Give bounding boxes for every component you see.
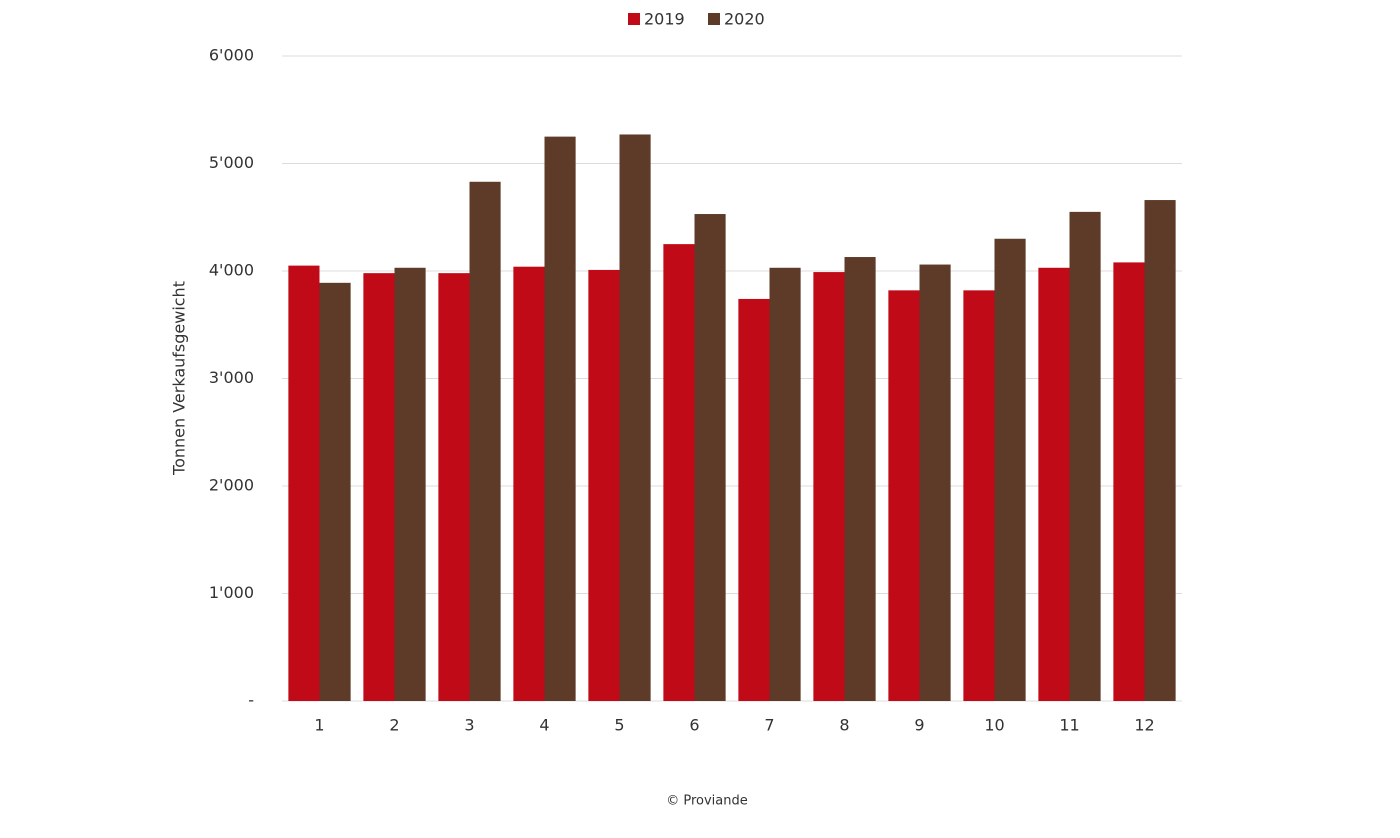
bar — [694, 214, 726, 701]
bar — [544, 136, 576, 701]
y-tick-label: 2'000 — [209, 476, 254, 495]
x-tick-label: 12 — [1134, 716, 1154, 735]
x-tick-label: 7 — [764, 716, 774, 735]
bar — [738, 298, 770, 701]
bar — [844, 257, 876, 701]
bar — [438, 273, 470, 701]
x-tick-label: 8 — [839, 716, 849, 735]
bar — [1069, 211, 1101, 701]
y-tick-label: - — [248, 691, 254, 710]
y-axis-label: Tonnen Verkaufsgewicht — [170, 281, 189, 476]
x-tick-label: 6 — [689, 716, 699, 735]
y-tick-label: 4'000 — [209, 261, 254, 280]
y-tick-label: 5'000 — [209, 153, 254, 172]
legend-label: 2020 — [724, 10, 765, 29]
bar — [1038, 267, 1070, 701]
legend-swatch — [708, 13, 720, 25]
bar — [769, 267, 801, 701]
bar — [513, 266, 545, 701]
bar — [394, 267, 426, 701]
x-tick-label: 9 — [914, 716, 924, 735]
bar — [813, 272, 845, 701]
x-tick-label: 11 — [1059, 716, 1079, 735]
source: © Proviande — [666, 794, 748, 809]
bar — [963, 290, 995, 701]
bar — [588, 269, 620, 701]
x-tick-label: 3 — [464, 716, 474, 735]
legend-label: 2019 — [644, 10, 685, 29]
x-tick-label: 10 — [984, 716, 1004, 735]
bar — [288, 265, 320, 701]
x-tick-label: 4 — [539, 716, 549, 735]
bar — [363, 273, 395, 701]
bar — [919, 264, 951, 701]
bar — [319, 282, 351, 701]
bar — [888, 290, 920, 701]
y-tick-label: 1'000 — [209, 583, 254, 602]
y-tick-label: 6'000 — [209, 46, 254, 65]
bar — [1144, 200, 1176, 702]
bar — [469, 181, 501, 701]
x-tick-label: 1 — [314, 716, 324, 735]
bar — [1113, 262, 1145, 701]
bar — [663, 244, 695, 701]
x-tick-label: 2 — [389, 716, 399, 735]
legend-swatch — [628, 13, 640, 25]
bar — [994, 238, 1026, 701]
bar — [619, 134, 651, 702]
x-tick-label: 5 — [614, 716, 624, 735]
y-tick-label: 3'000 — [209, 368, 254, 387]
